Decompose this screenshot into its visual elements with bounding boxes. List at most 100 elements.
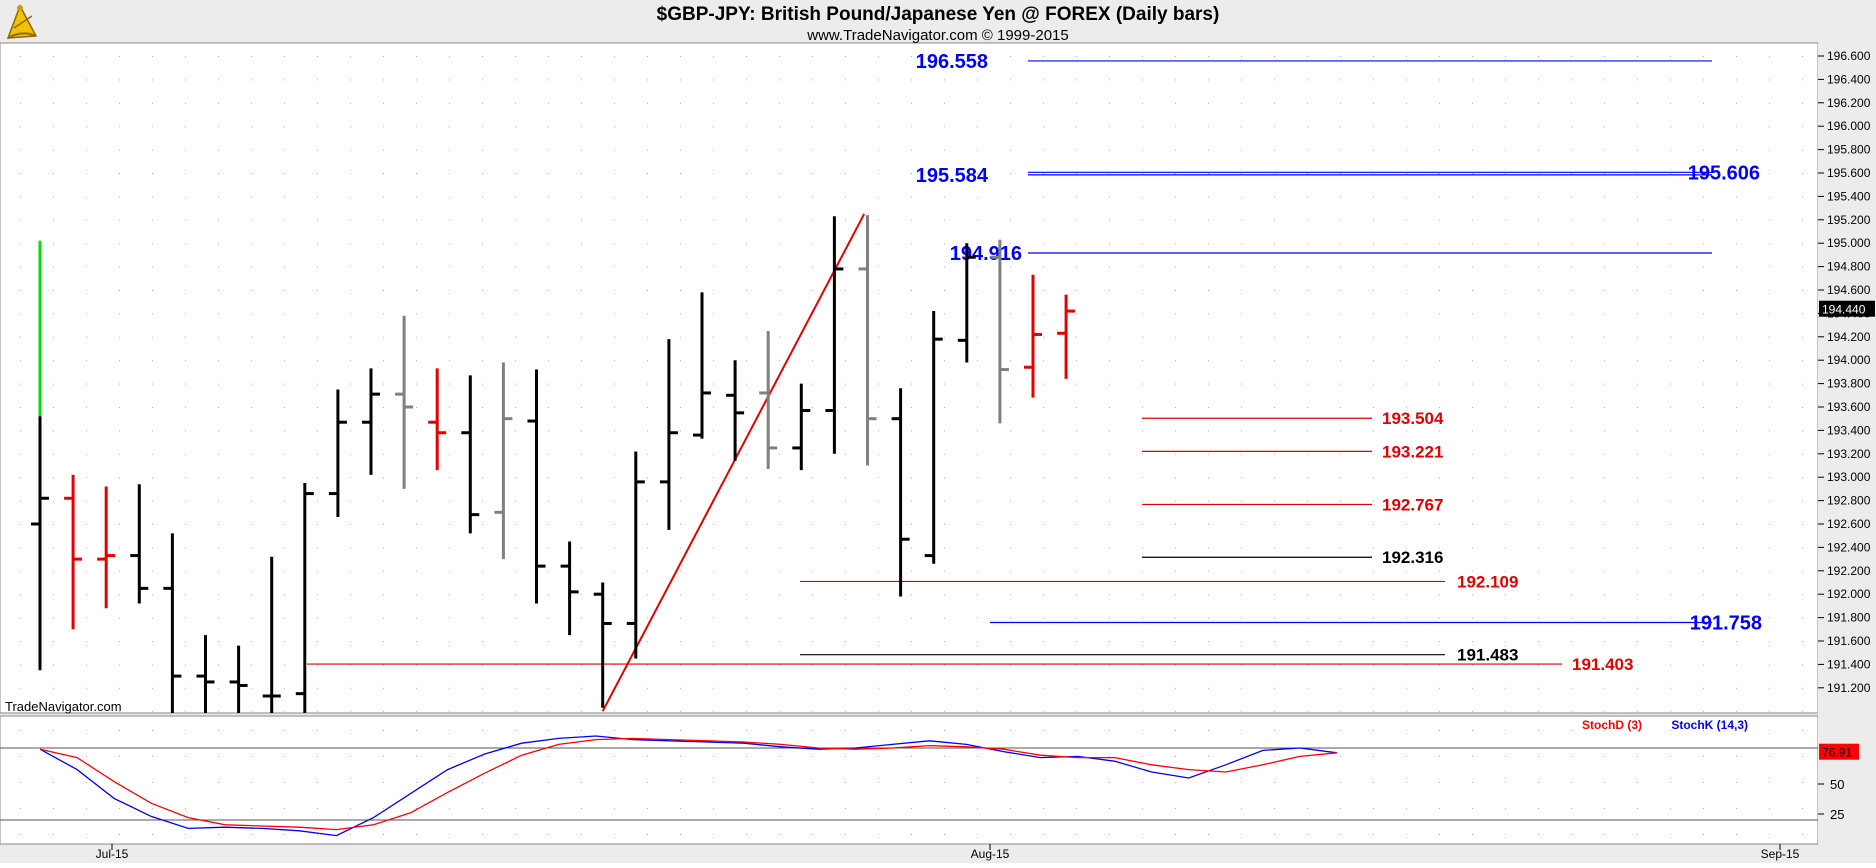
grid-dot xyxy=(1340,617,1341,619)
grid-dot xyxy=(1505,102,1506,104)
grid-dot xyxy=(350,313,351,315)
grid-dot xyxy=(1637,79,1638,81)
grid-dot xyxy=(1637,430,1638,432)
grid-dot xyxy=(746,79,747,81)
grid-dot xyxy=(1010,477,1011,479)
grid-dot xyxy=(1670,196,1671,198)
grid-dot xyxy=(1604,360,1605,362)
grid-dot xyxy=(1769,102,1770,104)
grid-dot xyxy=(878,664,879,666)
grid-dot xyxy=(1703,547,1704,549)
grid-dot xyxy=(1175,547,1176,549)
grid-dot xyxy=(482,266,483,268)
grid-dot xyxy=(20,570,21,572)
grid-dot xyxy=(1043,313,1044,315)
grid-dot xyxy=(218,664,219,666)
grid-dot xyxy=(185,173,186,174)
grid-dot xyxy=(1604,56,1605,57)
grid-dot xyxy=(1769,360,1770,362)
grid-dot xyxy=(1340,102,1341,104)
grid-dot xyxy=(317,834,318,835)
grid-dot xyxy=(1340,266,1341,268)
grid-dot xyxy=(1637,243,1638,245)
grid-dot xyxy=(1736,834,1737,835)
grid-dot xyxy=(647,360,648,362)
grid-dot xyxy=(1109,524,1110,525)
grid-dot xyxy=(1538,834,1539,835)
grid-dot xyxy=(1043,336,1044,338)
grid-dot xyxy=(1769,313,1770,315)
grid-dot xyxy=(1010,453,1011,455)
grid-dot xyxy=(482,336,483,338)
grid-dot xyxy=(1505,641,1506,642)
grid-dot xyxy=(1472,664,1473,666)
grid-dot xyxy=(119,149,120,151)
grid-dot xyxy=(647,219,648,221)
grid-dot xyxy=(515,641,516,642)
grid-dot xyxy=(1043,687,1044,689)
grid-dot xyxy=(1802,266,1803,268)
grid-dot xyxy=(350,664,351,666)
grid-dot xyxy=(1373,290,1374,291)
grid-dot xyxy=(515,617,516,619)
grid-dot xyxy=(1538,56,1539,57)
grid-dot xyxy=(977,617,978,619)
grid-dot xyxy=(251,524,252,525)
grid-dot xyxy=(119,219,120,221)
grid-dot xyxy=(482,290,483,291)
grid-dot xyxy=(548,687,549,689)
grid-dot xyxy=(1406,336,1407,338)
grid-dot xyxy=(779,313,780,315)
grid-dot xyxy=(1142,79,1143,81)
grid-dot xyxy=(1505,664,1506,666)
grid-dot xyxy=(1307,782,1308,783)
grid-dot xyxy=(1637,617,1638,619)
grid-dot xyxy=(1538,617,1539,619)
grid-dot xyxy=(911,687,912,689)
grid-dot xyxy=(1043,711,1044,713)
grid-dot xyxy=(86,149,87,151)
grid-dot xyxy=(152,102,153,104)
grid-dot xyxy=(1175,102,1176,104)
grid-dot xyxy=(779,808,780,809)
grid-dot xyxy=(878,56,879,57)
grid-dot xyxy=(152,266,153,268)
grid-dot xyxy=(1043,453,1044,455)
grid-dot xyxy=(1043,149,1044,151)
grid-dot xyxy=(581,430,582,432)
grid-dot xyxy=(152,196,153,198)
grid-dot xyxy=(1241,102,1242,104)
grid-dot xyxy=(845,687,846,689)
grid-dot xyxy=(1307,500,1308,502)
grid-dot xyxy=(1208,570,1209,572)
grid-dot xyxy=(1307,570,1308,572)
grid-dot xyxy=(317,79,318,81)
grid-dot xyxy=(284,430,285,432)
grid-dot xyxy=(746,594,747,596)
grid-dot xyxy=(647,594,648,596)
grid-dot xyxy=(53,383,54,385)
grid-dot xyxy=(1208,594,1209,596)
grid-dot xyxy=(1076,360,1077,362)
grid-dot xyxy=(53,313,54,315)
grid-dot xyxy=(1208,687,1209,689)
grid-dot xyxy=(53,641,54,642)
grid-dot xyxy=(1208,407,1209,408)
grid-dot xyxy=(1604,711,1605,713)
grid-dot xyxy=(284,126,285,128)
grid-dot xyxy=(1571,808,1572,809)
grid-dot xyxy=(383,808,384,809)
grid-dot xyxy=(1043,756,1044,757)
grid-dot xyxy=(1604,477,1605,479)
grid-dot xyxy=(1802,756,1803,757)
grid-dot xyxy=(416,453,417,455)
grid-dot xyxy=(944,290,945,291)
grid-dot xyxy=(1538,196,1539,198)
grid-dot xyxy=(911,782,912,783)
grid-dot xyxy=(680,102,681,104)
grid-dot xyxy=(1637,126,1638,128)
level-label-red: 191.403 xyxy=(1572,655,1633,674)
grid-dot xyxy=(20,500,21,502)
grid-dot xyxy=(977,641,978,642)
grid-dot xyxy=(1241,477,1242,479)
